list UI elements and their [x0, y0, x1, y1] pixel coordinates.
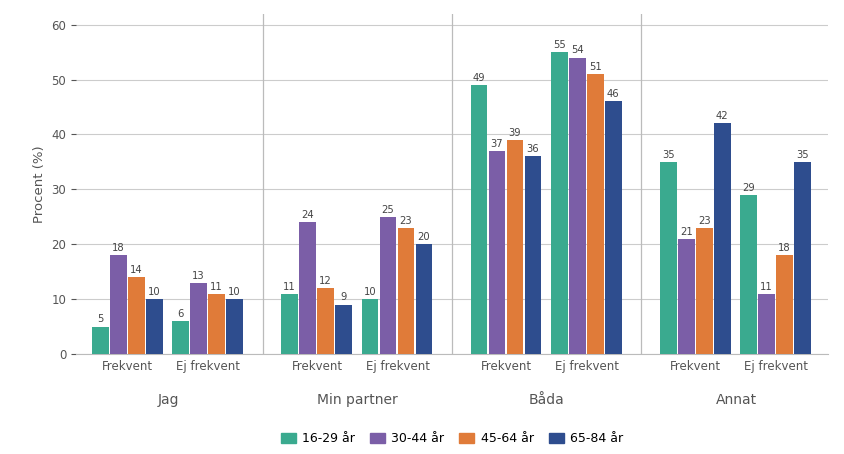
Bar [208, 294, 225, 354]
Bar [776, 255, 792, 354]
Text: 23: 23 [697, 216, 710, 226]
Bar [793, 162, 810, 354]
Text: 36: 36 [526, 144, 538, 154]
Bar [659, 162, 676, 354]
Bar [604, 102, 621, 354]
Bar [470, 85, 487, 354]
Text: 42: 42 [715, 111, 728, 121]
Text: 9: 9 [340, 292, 346, 302]
Text: 46: 46 [606, 89, 619, 99]
Text: 18: 18 [111, 243, 124, 253]
Text: 10: 10 [363, 287, 376, 297]
Text: 20: 20 [417, 232, 430, 242]
Text: Båda: Båda [528, 393, 564, 407]
Text: 5: 5 [97, 315, 103, 325]
Text: 11: 11 [210, 281, 223, 291]
Text: 12: 12 [319, 276, 332, 286]
Text: 11: 11 [760, 281, 772, 291]
Text: 6: 6 [177, 309, 184, 319]
Text: Jag: Jag [157, 393, 179, 407]
Bar [398, 228, 414, 354]
Bar [587, 74, 603, 354]
Bar [739, 195, 756, 354]
Y-axis label: Procent (%): Procent (%) [33, 145, 46, 222]
Text: 54: 54 [571, 45, 583, 55]
Text: 24: 24 [301, 210, 313, 220]
Bar [299, 222, 316, 354]
Text: 18: 18 [777, 243, 790, 253]
Bar [110, 255, 127, 354]
Bar [361, 299, 378, 354]
Text: 37: 37 [490, 139, 503, 149]
Text: 35: 35 [661, 150, 674, 160]
Bar [488, 151, 505, 354]
Bar [524, 157, 541, 354]
Text: 13: 13 [192, 271, 205, 281]
Bar [146, 299, 162, 354]
Bar [92, 327, 109, 354]
Text: 11: 11 [283, 281, 295, 291]
Text: 10: 10 [228, 287, 241, 297]
Bar [379, 217, 396, 354]
Text: 10: 10 [148, 287, 160, 297]
Text: 39: 39 [508, 128, 521, 138]
Bar [695, 228, 711, 354]
Bar [316, 288, 333, 354]
Legend: 16-29 år, 30-44 år, 45-64 år, 65-84 år: 16-29 år, 30-44 år, 45-64 år, 65-84 år [276, 427, 627, 450]
Text: Min partner: Min partner [316, 393, 398, 407]
Text: 25: 25 [381, 205, 394, 215]
Bar [172, 321, 189, 354]
Bar [757, 294, 774, 354]
Bar [127, 277, 144, 354]
Bar [506, 140, 522, 354]
Bar [550, 52, 567, 354]
Bar [281, 294, 298, 354]
Text: 23: 23 [399, 216, 412, 226]
Bar [713, 123, 730, 354]
Text: 35: 35 [795, 150, 808, 160]
Bar [226, 299, 243, 354]
Text: 51: 51 [588, 62, 601, 72]
Text: 29: 29 [741, 183, 755, 192]
Bar [415, 244, 432, 354]
Text: 14: 14 [130, 265, 143, 275]
Bar [568, 58, 585, 354]
Text: 21: 21 [679, 227, 692, 237]
Bar [190, 283, 207, 354]
Text: 49: 49 [472, 73, 484, 83]
Bar [677, 239, 694, 354]
Bar [335, 305, 351, 354]
Text: 55: 55 [552, 40, 565, 50]
Text: Annat: Annat [715, 393, 755, 407]
